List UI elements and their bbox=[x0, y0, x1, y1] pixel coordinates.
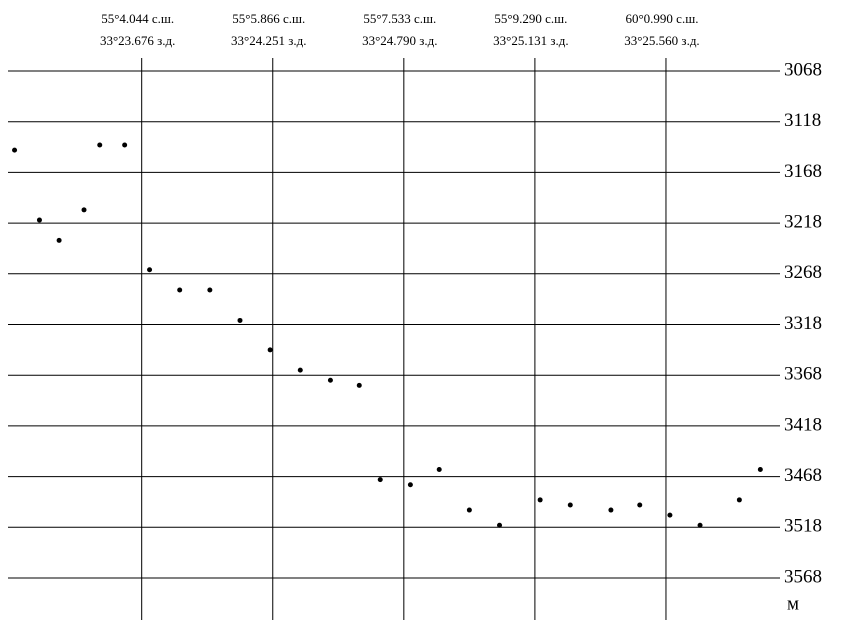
echo-point bbox=[567, 502, 573, 508]
y-tick-label: 3268 bbox=[784, 262, 822, 283]
x-tick-label: 55°9.290 с.ш. bbox=[494, 11, 567, 26]
echo-point bbox=[297, 367, 303, 373]
echo-point bbox=[608, 507, 614, 513]
echo-point bbox=[757, 467, 763, 473]
echo-point bbox=[207, 287, 213, 293]
echo-point bbox=[377, 477, 383, 483]
y-unit: м bbox=[787, 593, 799, 614]
x-tick-label: 55°7.533 с.ш. bbox=[363, 11, 436, 26]
x-tick-label: 55°4.044 с.ш. bbox=[101, 11, 174, 26]
echo-point bbox=[12, 147, 18, 153]
echo-point bbox=[177, 287, 183, 293]
y-tick-label: 3118 bbox=[784, 110, 821, 131]
x-tick-label: 55°5.866 с.ш. bbox=[232, 11, 305, 26]
x-tick-label: 33°24.251 з.д. bbox=[231, 33, 306, 48]
echo-point bbox=[497, 522, 503, 528]
y-tick-label: 3418 bbox=[784, 414, 822, 435]
echo-point bbox=[637, 502, 643, 508]
y-tick-label: 3168 bbox=[784, 161, 822, 182]
echo-point bbox=[327, 377, 333, 383]
echo-point bbox=[466, 507, 472, 513]
y-tick-label: 3218 bbox=[784, 211, 822, 232]
echo-point bbox=[667, 512, 673, 518]
y-tick-label: 3568 bbox=[784, 566, 822, 587]
echo-point bbox=[736, 497, 742, 503]
echo-point bbox=[537, 497, 543, 503]
echo-point bbox=[36, 217, 42, 223]
x-tick-label: 33°23.676 з.д. bbox=[100, 33, 175, 48]
echo-point bbox=[356, 382, 362, 388]
x-tick-label: 33°25.560 з.д. bbox=[624, 33, 699, 48]
x-tick-label: 33°25.131 з.д. bbox=[493, 33, 568, 48]
echo-point bbox=[697, 522, 703, 528]
y-tick-label: 3518 bbox=[784, 516, 822, 537]
echo-point bbox=[56, 237, 62, 243]
echo-point bbox=[97, 142, 103, 148]
y-tick-label: 3468 bbox=[784, 465, 822, 486]
echo-point bbox=[267, 347, 273, 353]
echo-point bbox=[237, 317, 243, 323]
x-tick-label: 60°0.990 с.ш. bbox=[625, 11, 698, 26]
x-tick-label: 33°24.790 з.д. bbox=[362, 33, 437, 48]
y-tick-label: 3318 bbox=[784, 313, 822, 334]
y-tick-label: 3068 bbox=[784, 59, 822, 80]
y-tick-label: 3368 bbox=[784, 364, 822, 385]
echo-point bbox=[147, 267, 153, 273]
echo-point bbox=[122, 142, 128, 148]
echo-point bbox=[407, 482, 413, 488]
echo-point bbox=[81, 207, 87, 213]
echo-point bbox=[436, 467, 442, 473]
